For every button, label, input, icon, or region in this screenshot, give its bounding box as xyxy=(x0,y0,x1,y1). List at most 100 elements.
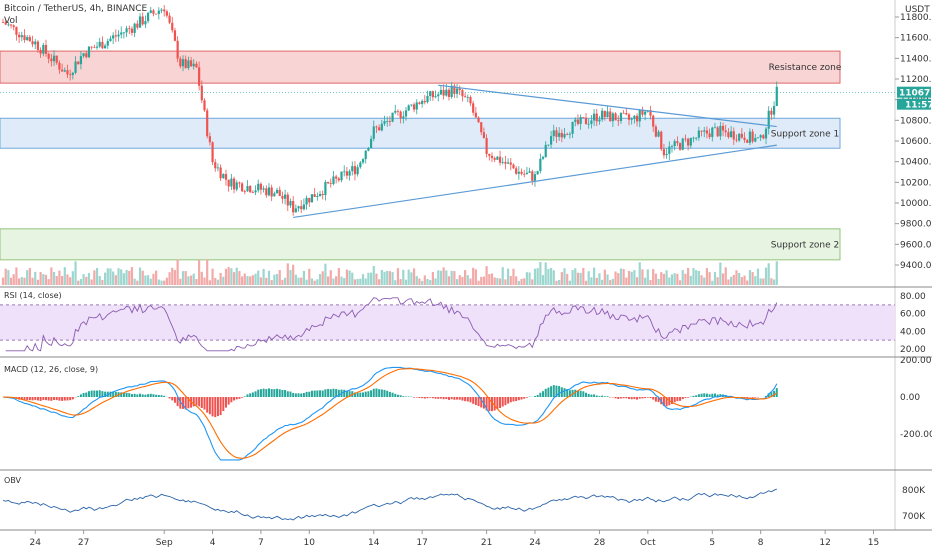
candle-body[interactable] xyxy=(423,100,426,103)
candle-body[interactable] xyxy=(520,171,523,174)
candle-body[interactable] xyxy=(380,123,383,131)
candle-body[interactable] xyxy=(286,194,289,206)
candle-body[interactable] xyxy=(369,138,373,149)
candle-body[interactable] xyxy=(759,135,762,138)
candle-body[interactable] xyxy=(292,201,295,213)
candle-body[interactable] xyxy=(630,118,633,120)
candle-body[interactable] xyxy=(399,111,402,119)
candle-body[interactable] xyxy=(249,186,252,193)
candle-body[interactable] xyxy=(206,110,209,137)
candle-body[interactable] xyxy=(101,41,104,49)
candle-body[interactable] xyxy=(160,9,163,11)
candle-body[interactable] xyxy=(544,144,547,158)
candle-body[interactable] xyxy=(592,113,596,121)
candle-body[interactable] xyxy=(138,16,142,28)
candle-body[interactable] xyxy=(466,96,469,98)
candle-body[interactable] xyxy=(133,23,136,33)
candle-body[interactable] xyxy=(523,173,526,175)
candle-body[interactable] xyxy=(238,182,241,184)
candle-body[interactable] xyxy=(372,126,375,139)
candle-body[interactable] xyxy=(743,137,746,141)
candle-body[interactable] xyxy=(128,28,131,30)
price-zone[interactable] xyxy=(0,228,841,261)
candle-body[interactable] xyxy=(740,133,743,138)
candle-body[interactable] xyxy=(364,150,367,160)
candle-body[interactable] xyxy=(531,171,534,181)
candle-body[interactable] xyxy=(587,123,590,125)
candle-body[interactable] xyxy=(558,132,561,137)
candle-body[interactable] xyxy=(136,23,139,28)
candle-body[interactable] xyxy=(732,131,735,140)
candle-body[interactable] xyxy=(582,117,585,118)
candle-body[interactable] xyxy=(429,91,432,96)
candlestick-series[interactable] xyxy=(1,5,778,216)
candle-body[interactable] xyxy=(606,111,609,118)
candle-body[interactable] xyxy=(232,178,236,190)
candle-body[interactable] xyxy=(144,21,147,25)
candle-body[interactable] xyxy=(719,125,722,137)
candle-body[interactable] xyxy=(442,89,445,96)
candle-body[interactable] xyxy=(590,120,593,124)
candle-body[interactable] xyxy=(316,196,319,197)
candle-body[interactable] xyxy=(627,114,631,120)
candle-body[interactable] xyxy=(458,88,461,91)
candle-body[interactable] xyxy=(310,194,314,203)
candle-body[interactable] xyxy=(517,171,520,174)
candle-body[interactable] xyxy=(7,24,10,26)
candle-body[interactable] xyxy=(15,26,18,35)
candle-body[interactable] xyxy=(515,168,518,174)
candle-body[interactable] xyxy=(125,28,128,33)
candle-body[interactable] xyxy=(50,58,53,62)
candle-body[interactable] xyxy=(410,104,413,106)
candle-body[interactable] xyxy=(69,74,72,76)
candle-body[interactable] xyxy=(356,167,359,175)
price-zones[interactable]: Resistance zone Support zone 1 Support zon… xyxy=(0,50,842,261)
candle-body[interactable] xyxy=(326,181,330,184)
candle-body[interactable] xyxy=(756,137,760,139)
candle-body[interactable] xyxy=(95,46,99,48)
candle-body[interactable] xyxy=(576,119,580,124)
candle-body[interactable] xyxy=(730,131,733,138)
candle-body[interactable] xyxy=(165,11,168,16)
candle-body[interactable] xyxy=(251,192,254,193)
candle-body[interactable] xyxy=(152,10,155,14)
candle-body[interactable] xyxy=(36,41,40,50)
candle-body[interactable] xyxy=(447,89,451,97)
candle-body[interactable] xyxy=(421,100,424,104)
candle-body[interactable] xyxy=(44,44,48,54)
candle-body[interactable] xyxy=(507,162,510,164)
candle-body[interactable] xyxy=(396,110,400,112)
candle-body[interactable] xyxy=(764,128,768,139)
candle-body[interactable] xyxy=(300,206,303,210)
candle-body[interactable] xyxy=(504,161,507,164)
candle-body[interactable] xyxy=(703,130,706,132)
candle-body[interactable] xyxy=(58,62,61,70)
candle-body[interactable] xyxy=(563,133,566,138)
candle-body[interactable] xyxy=(42,44,45,54)
candle-body[interactable] xyxy=(547,144,550,146)
candle-body[interactable] xyxy=(617,120,620,122)
candle-body[interactable] xyxy=(230,178,233,187)
candle-body[interactable] xyxy=(533,174,537,181)
candle-body[interactable] xyxy=(297,206,300,209)
candle-body[interactable] xyxy=(20,35,23,38)
candle-body[interactable] xyxy=(106,40,109,46)
candle-body[interactable] xyxy=(222,173,225,179)
candle-body[interactable] xyxy=(34,41,37,45)
candle-body[interactable] xyxy=(541,157,545,159)
candle-body[interactable] xyxy=(474,112,477,118)
candle-body[interactable] xyxy=(262,188,265,190)
candle-body[interactable] xyxy=(168,15,171,23)
candle-body[interactable] xyxy=(31,41,34,45)
candle-body[interactable] xyxy=(171,22,174,31)
candle-body[interactable] xyxy=(412,104,416,110)
candle-body[interactable] xyxy=(482,132,486,139)
candle-body[interactable] xyxy=(353,166,357,175)
candle-body[interactable] xyxy=(415,102,418,110)
candle-body[interactable] xyxy=(192,63,195,67)
candle-body[interactable] xyxy=(187,60,190,68)
candle-body[interactable] xyxy=(477,117,480,123)
candle-body[interactable] xyxy=(77,61,80,65)
candle-body[interactable] xyxy=(39,49,42,54)
